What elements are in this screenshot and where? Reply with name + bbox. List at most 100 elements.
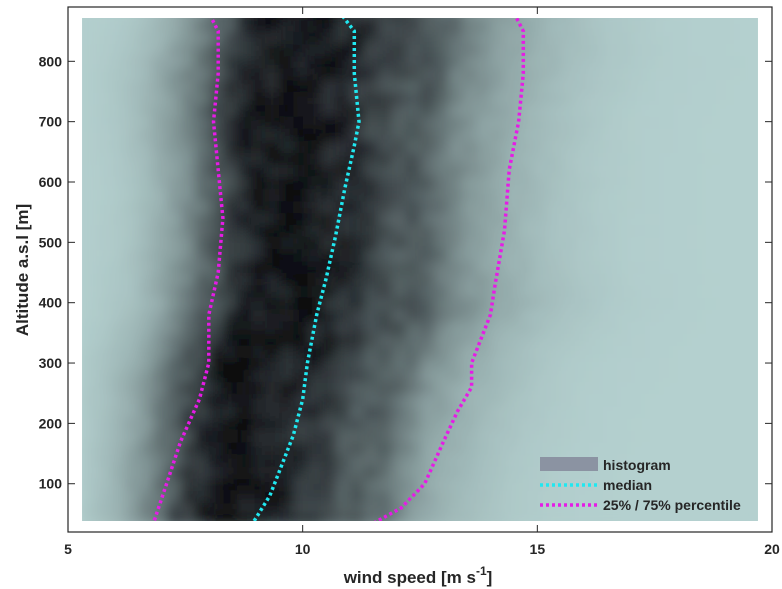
- heatmap-cell: [166, 393, 182, 407]
- heatmap-cell: [293, 441, 309, 455]
- heatmap-cell: [82, 188, 98, 202]
- heatmap-cell: [546, 127, 562, 141]
- heatmap-cell: [518, 332, 534, 346]
- heatmap-cell: [490, 272, 506, 286]
- heatmap-cell: [152, 260, 168, 274]
- heatmap-cell: [673, 31, 689, 45]
- heatmap-cell: [405, 79, 421, 93]
- heatmap-cell: [673, 453, 689, 467]
- heatmap-cell: [349, 272, 365, 286]
- heatmap-cell: [251, 429, 267, 443]
- heatmap-cell: [687, 79, 703, 93]
- heatmap-cell: [237, 308, 253, 322]
- heatmap-cell: [166, 320, 182, 334]
- heatmap-cell: [715, 441, 731, 455]
- heatmap-cell: [743, 115, 758, 129]
- heatmap-cell: [377, 429, 393, 443]
- heatmap-cell: [82, 31, 98, 45]
- heatmap-cell: [391, 417, 407, 431]
- heatmap-cell: [532, 224, 548, 238]
- heatmap-cell: [251, 489, 267, 503]
- heatmap-cell: [729, 176, 745, 190]
- heatmap-cell: [307, 103, 323, 117]
- heatmap-cell: [532, 513, 548, 521]
- heatmap-cell: [546, 224, 562, 238]
- heatmap-cell: [420, 320, 436, 334]
- heatmap-cell: [701, 176, 717, 190]
- heatmap-cell: [251, 501, 267, 515]
- heatmap-cell: [405, 151, 421, 165]
- heatmap-cell: [110, 188, 126, 202]
- heatmap-cell: [743, 224, 758, 238]
- heatmap-cell: [560, 139, 576, 153]
- legend-label-median: median: [603, 477, 652, 493]
- heatmap-cell: [617, 369, 633, 383]
- heatmap-cell: [574, 236, 590, 250]
- heatmap-cell: [701, 308, 717, 322]
- heatmap-cell: [490, 284, 506, 298]
- heatmap-cell: [574, 79, 590, 93]
- heatmap-cell: [659, 381, 675, 395]
- heatmap-cell: [603, 453, 619, 467]
- heatmap-cell: [265, 212, 281, 226]
- heatmap-cell: [138, 200, 154, 214]
- heatmap-cell: [237, 332, 253, 346]
- heatmap-cell: [546, 405, 562, 419]
- heatmap-cell: [476, 200, 492, 214]
- heatmap-cell: [110, 272, 126, 286]
- heatmap-cell: [96, 381, 112, 395]
- heatmap-cell: [743, 79, 758, 93]
- heatmap-cell: [743, 417, 758, 431]
- heatmap-cell: [546, 513, 562, 521]
- heatmap-cell: [124, 67, 140, 81]
- heatmap-cell: [377, 501, 393, 515]
- heatmap-cell: [532, 320, 548, 334]
- heatmap-cell: [166, 31, 182, 45]
- heatmap-cell: [490, 332, 506, 346]
- heatmap-cell: [138, 55, 154, 69]
- heatmap-cell: [448, 429, 464, 443]
- heatmap-cell: [631, 139, 647, 153]
- heatmap-cell: [237, 501, 253, 515]
- heatmap-cell: [152, 151, 168, 165]
- heatmap-cell: [617, 31, 633, 45]
- heatmap-cell: [715, 417, 731, 431]
- heatmap-cell: [560, 163, 576, 177]
- heatmap-cell: [335, 296, 351, 310]
- heatmap-cell: [363, 489, 379, 503]
- heatmap-cell: [645, 308, 661, 322]
- heatmap-cell: [222, 357, 238, 371]
- heatmap-cell: [152, 453, 168, 467]
- heatmap-cell: [574, 151, 590, 165]
- heatmap-cell: [335, 224, 351, 238]
- heatmap-cell: [279, 188, 295, 202]
- heatmap-cell: [504, 163, 520, 177]
- heatmap-cell: [279, 103, 295, 117]
- heatmap-cell: [518, 272, 534, 286]
- heatmap-cell: [208, 477, 224, 491]
- heatmap-cell: [532, 429, 548, 443]
- heatmap-cell: [462, 248, 478, 262]
- heatmap-cell: [138, 513, 154, 521]
- heatmap-cell: [363, 320, 379, 334]
- heatmap-cell: [293, 308, 309, 322]
- heatmap-cell: [279, 320, 295, 334]
- heatmap-cell: [293, 501, 309, 515]
- heatmap-cell: [560, 103, 576, 117]
- heatmap-cell: [504, 320, 520, 334]
- heatmap-cell: [166, 260, 182, 274]
- heatmap-cell: [180, 43, 196, 57]
- heatmap-cell: [124, 272, 140, 286]
- heatmap-cell: [82, 381, 98, 395]
- heatmap-cell: [673, 393, 689, 407]
- heatmap-cell: [687, 477, 703, 491]
- heatmap-cell: [631, 369, 647, 383]
- heatmap-cell: [687, 18, 703, 21]
- heatmap-cell: [251, 357, 267, 371]
- heatmap-cell: [279, 477, 295, 491]
- heatmap-cell: [96, 308, 112, 322]
- heatmap-cell: [631, 272, 647, 286]
- heatmap-cell: [518, 43, 534, 57]
- heatmap-cell: [673, 151, 689, 165]
- heatmap-cell: [222, 417, 238, 431]
